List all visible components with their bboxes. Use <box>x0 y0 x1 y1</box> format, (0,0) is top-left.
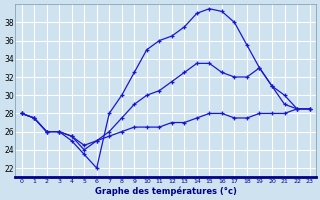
X-axis label: Graphe des températures (°c): Graphe des températures (°c) <box>95 186 236 196</box>
